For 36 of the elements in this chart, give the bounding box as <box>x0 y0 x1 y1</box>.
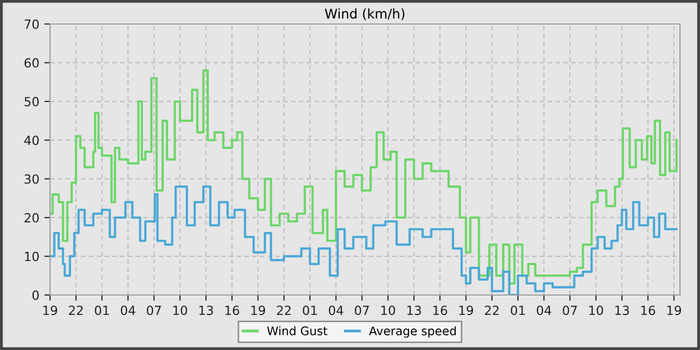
x-tick-label: 01 <box>94 306 109 316</box>
legend-label: Average speed <box>369 326 456 338</box>
chart-title: Wind (km/h) <box>324 8 404 20</box>
x-tick-label: 04 <box>536 306 552 316</box>
y-tick-label: 50 <box>24 96 39 106</box>
x-tick-label: 22 <box>484 306 499 315</box>
x-tick-label: 19 <box>43 306 58 316</box>
y-tick-label: 10 <box>25 252 39 262</box>
y-tick-label: 40 <box>24 136 39 146</box>
y-tick-label: 30 <box>24 174 39 184</box>
x-tick-label: 13 <box>407 306 421 316</box>
x-tick-label: 22 <box>276 306 291 315</box>
x-tick-label: 13 <box>199 306 213 316</box>
x-tick-label: 01 <box>302 306 317 316</box>
legend-label: Wind Gust <box>267 326 328 336</box>
x-tick-label: 19 <box>251 306 266 316</box>
x-tick-label: 10 <box>589 306 604 316</box>
x-tick-label: 13 <box>615 306 629 316</box>
y-tick-label: 20 <box>24 213 39 222</box>
x-tick-label: 19 <box>667 306 682 316</box>
x-tick-label: 10 <box>381 306 396 316</box>
x-tick-label: 16 <box>225 306 240 316</box>
x-tick-label: 01 <box>510 306 525 316</box>
y-tick-label: 60 <box>24 58 39 68</box>
x-tick-label: 07 <box>562 306 577 316</box>
x-tick-label: 04 <box>328 306 344 316</box>
x-tick-label: 07 <box>146 306 161 316</box>
x-tick-label: 04 <box>120 306 136 316</box>
y-tick-label: 0 <box>32 290 39 300</box>
x-tick-label: 16 <box>433 306 448 316</box>
x-tick-label: 22 <box>68 306 83 315</box>
x-tick-label: 07 <box>354 306 369 316</box>
x-tick-label: 19 <box>459 306 474 316</box>
x-tick-label: 10 <box>173 306 188 316</box>
x-tick-label: 16 <box>641 306 656 316</box>
y-tick-label: 70 <box>24 19 39 29</box>
